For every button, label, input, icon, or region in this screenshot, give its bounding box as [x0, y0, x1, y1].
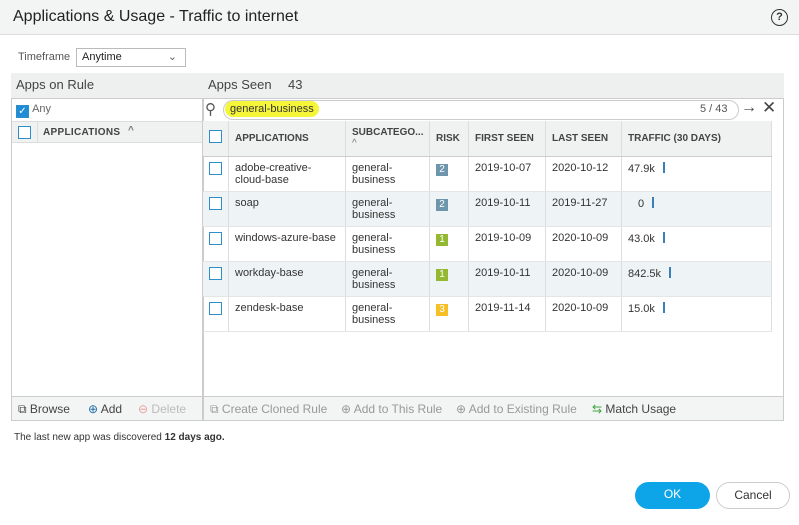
create-cloned-rule-button[interactable]: ⧉ Create Cloned Rule	[210, 402, 328, 416]
right-footer: ⧉ Create Cloned Rule ⊕ Add to This Rule …	[204, 396, 783, 420]
select-all-checkbox[interactable]	[209, 130, 222, 144]
status-text: The last new app was discovered 12 days …	[14, 432, 225, 443]
subcategory: general-business	[345, 226, 430, 262]
browse-button[interactable]: ⧉ Browse	[18, 402, 70, 416]
traffic-bar	[669, 266, 672, 278]
first-seen: 2019-10-07	[468, 156, 546, 192]
apps-seen-count: 43	[288, 77, 303, 92]
traffic-value: 0	[638, 197, 645, 210]
app-name: windows-azure-base	[228, 226, 346, 262]
traffic-value: 15.0k	[628, 302, 655, 315]
apps-on-rule-title: Apps on Rule	[16, 77, 95, 92]
row-checkbox[interactable]	[209, 161, 222, 175]
traffic-bar	[662, 231, 665, 243]
search-input[interactable]	[223, 100, 739, 120]
any-label: Any	[32, 103, 52, 115]
first-seen: 2019-10-11	[468, 261, 546, 297]
first-seen: 2019-10-11	[468, 191, 546, 227]
last-seen: 2020-10-09	[545, 226, 622, 262]
subcategory: general-business	[345, 156, 430, 192]
match-count: 5 / 43	[700, 103, 728, 115]
app-name: zendesk-base	[228, 296, 346, 332]
sort-asc-icon: ^	[352, 138, 357, 150]
apps-seen-title: Apps Seen	[208, 77, 272, 92]
column-first-seen[interactable]: FIRST SEEN	[468, 121, 546, 157]
sort-asc-icon[interactable]: ^	[128, 125, 135, 136]
apps-seen-table: APPLICATIONS SUBCATEGO... ^ RISK FIRST SE…	[203, 121, 772, 332]
add-to-existing-rule-button[interactable]: ⊕ Add to Existing Rule	[456, 402, 577, 416]
subcategory: general-business	[345, 191, 430, 227]
delete-button[interactable]: ⊖ Delete	[138, 402, 187, 416]
column-last-seen[interactable]: LAST SEEN	[545, 121, 622, 157]
app-name: soap	[228, 191, 346, 227]
search-icon: ⚲	[205, 101, 216, 118]
last-seen: 2019-11-27	[545, 191, 622, 227]
last-seen: 2020-10-09	[545, 296, 622, 332]
dialog-title: Applications & Usage - Traffic to intern…	[13, 8, 299, 25]
column-applications[interactable]: APPLICATIONS	[228, 121, 346, 157]
any-checkbox[interactable]: ✓ Any	[16, 103, 51, 118]
app-name: workday-base	[228, 261, 346, 297]
title-bar	[0, 0, 799, 35]
row-checkbox[interactable]	[209, 231, 222, 245]
select-all-checkbox[interactable]	[18, 126, 31, 139]
timeframe-value: Anytime	[82, 51, 122, 63]
row-checkbox[interactable]	[209, 196, 222, 210]
traffic-value: 842.5k	[628, 267, 662, 280]
traffic-value: 43.0k	[628, 232, 655, 245]
check-icon: ✓	[16, 105, 29, 118]
risk-badge: 2	[436, 198, 448, 211]
help-icon[interactable]: ?	[771, 9, 788, 26]
row-checkbox[interactable]	[209, 266, 222, 280]
apps-on-rule-panel: ✓ Any APPLICATIONS ^ ⧉ Browse ⊕ Add ⊖ De…	[11, 98, 203, 421]
browse-icon: ⧉	[18, 402, 27, 416]
applications-column-header[interactable]: APPLICATIONS	[43, 127, 121, 138]
risk-badge: 3	[436, 303, 448, 316]
first-seen: 2019-11-14	[468, 296, 546, 332]
row-checkbox[interactable]	[209, 301, 222, 315]
search-term[interactable]: general-business	[225, 101, 319, 117]
close-icon[interactable]: ✕	[762, 98, 777, 117]
column-risk[interactable]: RISK	[429, 121, 469, 157]
timeframe-label: Timeframe	[18, 51, 71, 63]
column-traffic[interactable]: TRAFFIC (30 DAYS)	[621, 121, 772, 157]
app-name: adobe-creative-cloud-base	[228, 156, 346, 192]
match-usage-button[interactable]: ⇆ Match Usage	[592, 402, 677, 416]
traffic-bar	[662, 301, 665, 313]
cancel-button[interactable]: Cancel	[716, 482, 790, 509]
left-table-header: APPLICATIONS ^	[12, 121, 202, 143]
table-row[interactable]: adobe-creative-cloud-base general-busine…	[203, 156, 772, 192]
risk-badge: 1	[436, 268, 448, 281]
last-seen: 2020-10-12	[545, 156, 622, 192]
subcategory: general-business	[345, 296, 430, 332]
table-row[interactable]: windows-azure-base general-business 1 20…	[203, 226, 772, 262]
swap-arrows-icon: ⇆	[592, 402, 603, 416]
plus-circle-icon: ⊕	[88, 402, 99, 416]
panel-header	[11, 73, 784, 98]
add-to-this-rule-button[interactable]: ⊕ Add to This Rule	[341, 402, 443, 416]
left-footer: ⧉ Browse ⊕ Add ⊖ Delete	[12, 396, 202, 420]
minus-circle-icon: ⊖	[138, 402, 149, 416]
risk-badge: 1	[436, 233, 448, 246]
column-subcategory[interactable]: SUBCATEGO... ^	[345, 121, 430, 157]
arrow-right-icon[interactable]: →	[741, 99, 757, 116]
traffic-value: 47.9k	[628, 162, 655, 175]
subcategory: general-business	[345, 261, 430, 297]
traffic-bar	[662, 161, 665, 173]
risk-badge: 2	[436, 163, 448, 176]
first-seen: 2019-10-09	[468, 226, 546, 262]
traffic-bar	[652, 196, 655, 208]
timeframe-select[interactable]: Anytime ⌄	[76, 48, 186, 67]
last-seen: 2020-10-09	[545, 261, 622, 297]
add-button[interactable]: ⊕ Add	[88, 402, 123, 416]
table-row[interactable]: workday-base general-business 1 2019-10-…	[203, 261, 772, 297]
table-row[interactable]: zendesk-base general-business 3 2019-11-…	[203, 296, 772, 332]
ok-button[interactable]: OK	[635, 482, 710, 509]
table-row[interactable]: soap general-business 2 2019-10-11 2019-…	[203, 191, 772, 227]
chevron-down-icon: ⌄	[167, 51, 177, 63]
